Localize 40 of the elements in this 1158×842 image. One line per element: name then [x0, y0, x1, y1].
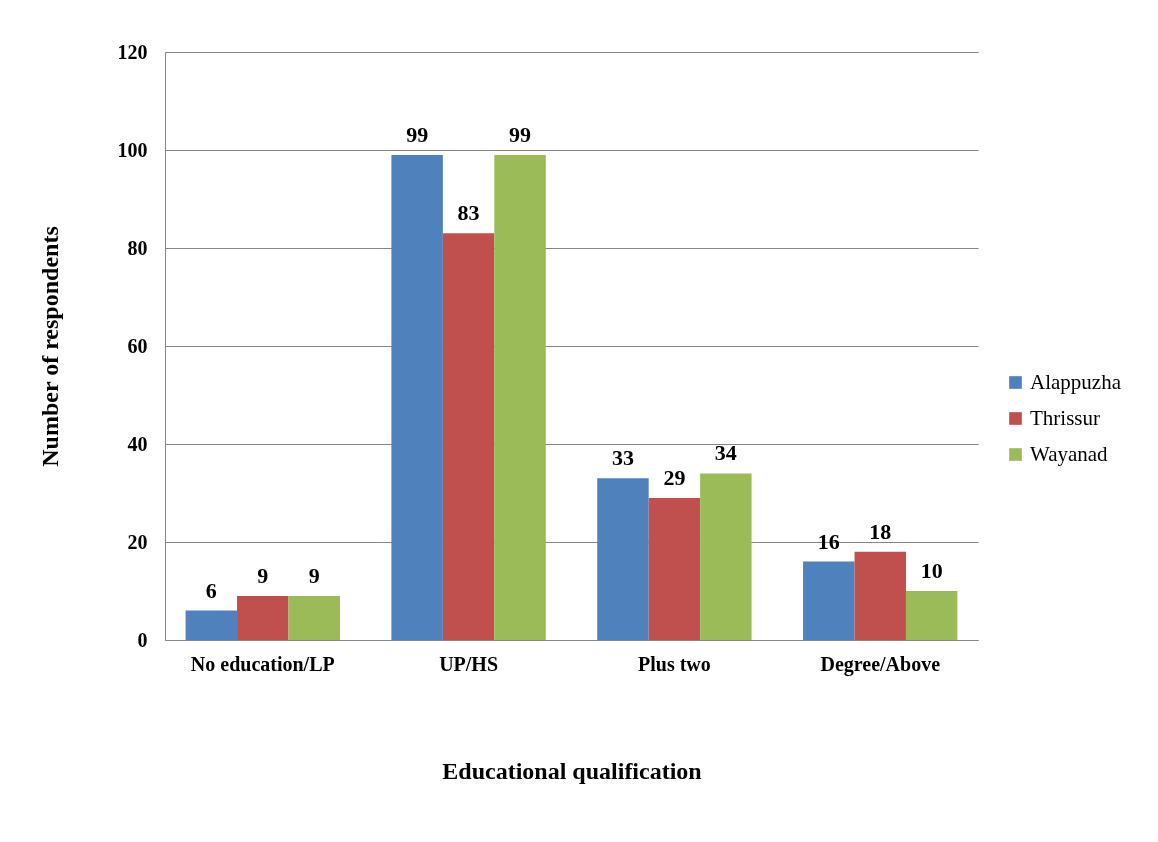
y-tick-label: 100	[117, 138, 148, 161]
y-axis-title: Number of respondents	[36, 226, 63, 467]
y-tick-label: 120	[117, 40, 148, 63]
bar	[185, 610, 238, 640]
x-tick-label: UP/HS	[439, 652, 499, 675]
legend-label: Thrissur	[1030, 405, 1100, 430]
x-tick-label: Degree/Above	[820, 652, 941, 676]
y-tick-label: 60	[127, 334, 148, 357]
legend-label: Wayanad	[1030, 441, 1109, 466]
data-label: 10	[920, 558, 943, 583]
data-label: 9	[257, 562, 269, 588]
data-label: 6	[205, 577, 217, 603]
bar	[803, 561, 855, 640]
data-label: 83	[457, 200, 480, 226]
data-label: 29	[663, 464, 686, 490]
bar	[494, 154, 546, 640]
bar	[700, 473, 752, 640]
y-tick-label: 40	[127, 432, 148, 455]
x-tick-label: Plus two	[638, 652, 711, 675]
data-label: 33	[611, 445, 634, 471]
legend-label: Alappuzha	[1030, 369, 1122, 394]
data-label: 99	[406, 121, 429, 147]
bar	[854, 551, 906, 640]
bar	[597, 478, 649, 640]
y-tick-label: 20	[127, 530, 148, 553]
x-tick-label: No education/LP	[190, 652, 335, 675]
data-label: 99	[509, 121, 532, 147]
bar	[237, 595, 289, 640]
data-label: 34	[714, 440, 737, 466]
data-label: 9	[308, 562, 320, 588]
bar	[391, 154, 443, 640]
y-tick-label: 0	[137, 628, 148, 651]
bar	[442, 233, 495, 640]
data-label: 16	[817, 528, 840, 554]
bar	[905, 591, 958, 640]
data-label: 18	[869, 518, 892, 544]
y-tick-label: 80	[127, 236, 148, 259]
bar	[288, 595, 340, 640]
x-axis-title: Educational qualification	[442, 757, 702, 784]
bar	[648, 497, 701, 640]
